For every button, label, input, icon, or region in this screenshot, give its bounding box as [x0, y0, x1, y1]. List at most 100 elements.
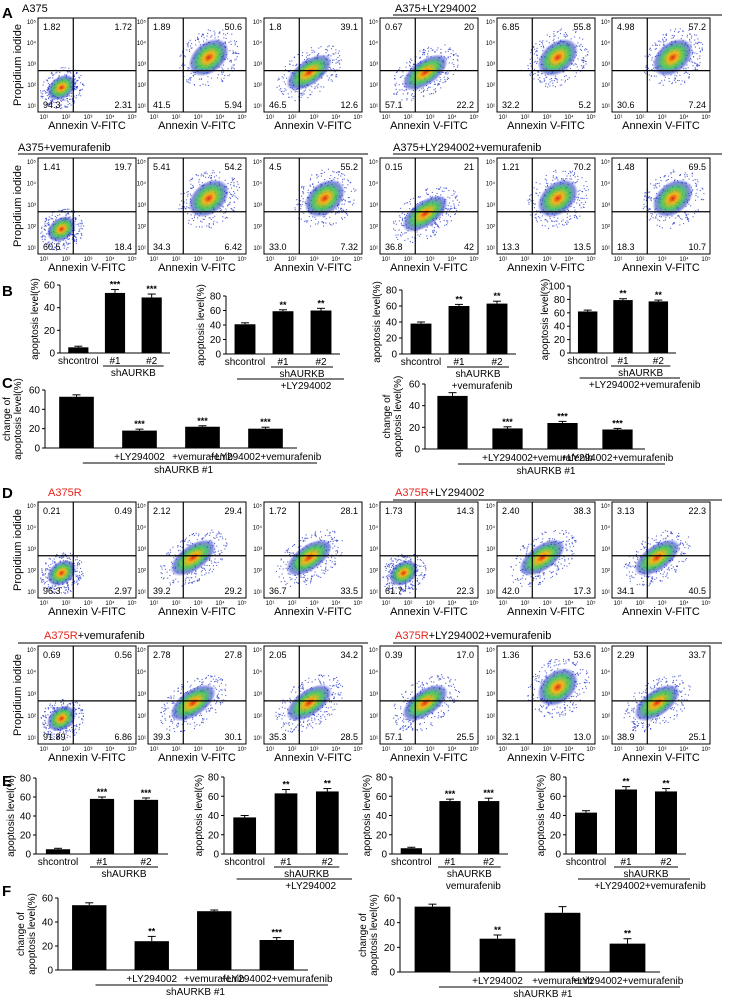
- category-label: #2: [146, 356, 158, 367]
- x-tick-label: 10⁵: [586, 746, 596, 753]
- bar: [655, 791, 677, 854]
- flow-plot: 1.36 53.6 32.1 13.0 10¹ 10² 10³ 10⁴ 10⁵ 10¹ 10² 10³…: [486, 645, 596, 764]
- x-tick-label: 10³: [658, 601, 667, 607]
- y-tick-label: 20: [44, 326, 56, 337]
- bar: [197, 911, 232, 970]
- quadrant-ul-value: 6.85: [502, 22, 520, 32]
- y-tick-label: 10⁵: [137, 647, 147, 654]
- group-suffix: +vemurafenib: [78, 630, 145, 642]
- x-tick-label: 10⁴: [564, 600, 574, 607]
- quadrant-ul-value: 0.15: [385, 162, 403, 172]
- y-tick-label: 10¹: [486, 736, 495, 742]
- x-tick-label: 10⁵: [469, 746, 479, 753]
- y-tick-label: 10²: [369, 714, 378, 720]
- y-tick-label: 10²: [27, 714, 36, 720]
- quadrant-ur-value: 34.2: [340, 650, 358, 660]
- category-label: +vemurafenib: [532, 976, 593, 987]
- y-tick-label: 10¹: [253, 246, 262, 252]
- y-tick-label: 40: [376, 811, 388, 822]
- x-tick-label: 10¹: [266, 747, 275, 753]
- x-tick-label: 10¹: [499, 115, 508, 121]
- significance-mark: ***: [97, 787, 108, 797]
- y-tick-label: 10³: [137, 692, 146, 698]
- x-tick-label: 10²: [288, 257, 297, 263]
- y-tick-label: 10³: [486, 62, 495, 68]
- flow-dot-cloud: [510, 530, 577, 587]
- y-tick-label: 10³: [601, 547, 610, 553]
- significance-mark: ***: [557, 411, 568, 421]
- quadrant-lr-value: 30.1: [224, 732, 242, 742]
- y-tick-label: 10¹: [486, 104, 495, 110]
- significance-mark: **: [455, 294, 463, 304]
- x-tick-label: 10³: [310, 747, 319, 753]
- x-tick-label: 10⁵: [353, 600, 363, 607]
- flow-density-core: [286, 684, 333, 722]
- category-label: +LY294002: [482, 453, 533, 464]
- x-tick-label: 10⁴: [331, 600, 341, 607]
- y-axis-label: Propidium iodide: [12, 24, 24, 106]
- bar: [185, 426, 220, 448]
- y-tick-label: 60: [29, 386, 41, 397]
- y-tick-label: 10¹: [369, 246, 378, 252]
- y-tick-label: 10¹: [27, 736, 36, 742]
- category-label: +LY294002: [126, 974, 177, 985]
- y-axis-label: apoptosis level(%): [540, 279, 551, 361]
- y-tick-label: 60: [554, 308, 566, 319]
- quadrant-ul-value: 0.39: [385, 650, 403, 660]
- y-tick-label: 10⁴: [369, 669, 379, 676]
- y-tick-label: 80: [210, 292, 222, 303]
- quadrant-lr-value: 22.2: [456, 100, 474, 110]
- flow-plot: 1.82 1.72 94.3 2.31 10¹ 10² 10³ 10⁴ 10⁵ 10¹ 10² 10³…: [12, 17, 137, 132]
- y-tick-label: 10⁵: [137, 503, 147, 510]
- y-tick-label: 0: [391, 350, 397, 361]
- y-tick-label: 10²: [601, 83, 610, 89]
- group-label-shaurkb: shAURKB: [279, 369, 324, 380]
- category-label: #2: [660, 857, 672, 868]
- category-label: +vemurafenib: [172, 452, 233, 463]
- x-tick-label: 10⁴: [447, 746, 457, 753]
- x-axis-label: Annexin V-FITC: [274, 606, 352, 618]
- flow-density-core: [46, 74, 77, 101]
- x-tick-label: 10⁵: [237, 256, 247, 263]
- y-tick-label: 20: [386, 334, 398, 345]
- y-tick-label: 0: [215, 350, 221, 361]
- y-axis-label-line1: change of: [382, 394, 393, 438]
- y-tick-label: 20: [550, 830, 562, 841]
- x-tick-label: 10⁵: [701, 746, 711, 753]
- x-tick-label: 10⁵: [237, 600, 247, 607]
- bar: [613, 300, 633, 353]
- x-tick-label: 10⁴: [447, 256, 457, 263]
- y-tick-label: 40: [386, 318, 398, 329]
- flow-plot: 1.21 70.2 13.3 13.5 10¹ 10² 10³ 10⁴ 10⁵ 10¹ 10² 10³…: [486, 157, 596, 274]
- y-tick-label: 10⁴: [137, 669, 147, 676]
- x-axis-label: Annexin V-FITC: [158, 752, 236, 764]
- y-tick-label: 10¹: [369, 736, 378, 742]
- quadrant-ll-value: 32.2: [502, 100, 520, 110]
- y-tick-label: 10⁴: [486, 669, 496, 676]
- x-tick-label: 10²: [62, 257, 71, 263]
- x-tick-label: 10⁴: [331, 256, 341, 263]
- flow-plot: 0.69 0.56 91.89 6.86 10¹ 10² 10³ 10⁴ 10⁵ 10¹ 10² 10…: [12, 645, 137, 764]
- y-tick-label: 10³: [369, 692, 378, 698]
- y-tick-label: 10⁵: [253, 503, 263, 510]
- quadrant-lr-value: 12.6: [340, 100, 358, 110]
- quadrant-lr-value: 5.2: [578, 100, 591, 110]
- flow-density-core: [388, 559, 419, 587]
- group-title-a375r-vem: A375R+vemurafenib: [44, 630, 145, 642]
- a375r-red-prefix: A375R: [48, 487, 82, 499]
- x-tick-label: 10⁵: [127, 256, 137, 263]
- x-axis-label: Annexin V-FITC: [48, 752, 126, 764]
- a375r-red-prefix: A375R: [395, 630, 429, 642]
- x-tick-label: 10³: [658, 115, 667, 121]
- quadrant-lr-value: 17.3: [573, 586, 591, 596]
- y-tick-label: 0: [47, 966, 53, 977]
- quadrant-ll-value: 94.3: [43, 100, 61, 110]
- x-axis-label: Annexin V-FITC: [390, 120, 468, 132]
- bar: [479, 938, 516, 972]
- bar: [414, 906, 451, 972]
- y-tick-label: 20: [29, 424, 41, 435]
- significance-mark: ***: [445, 789, 456, 799]
